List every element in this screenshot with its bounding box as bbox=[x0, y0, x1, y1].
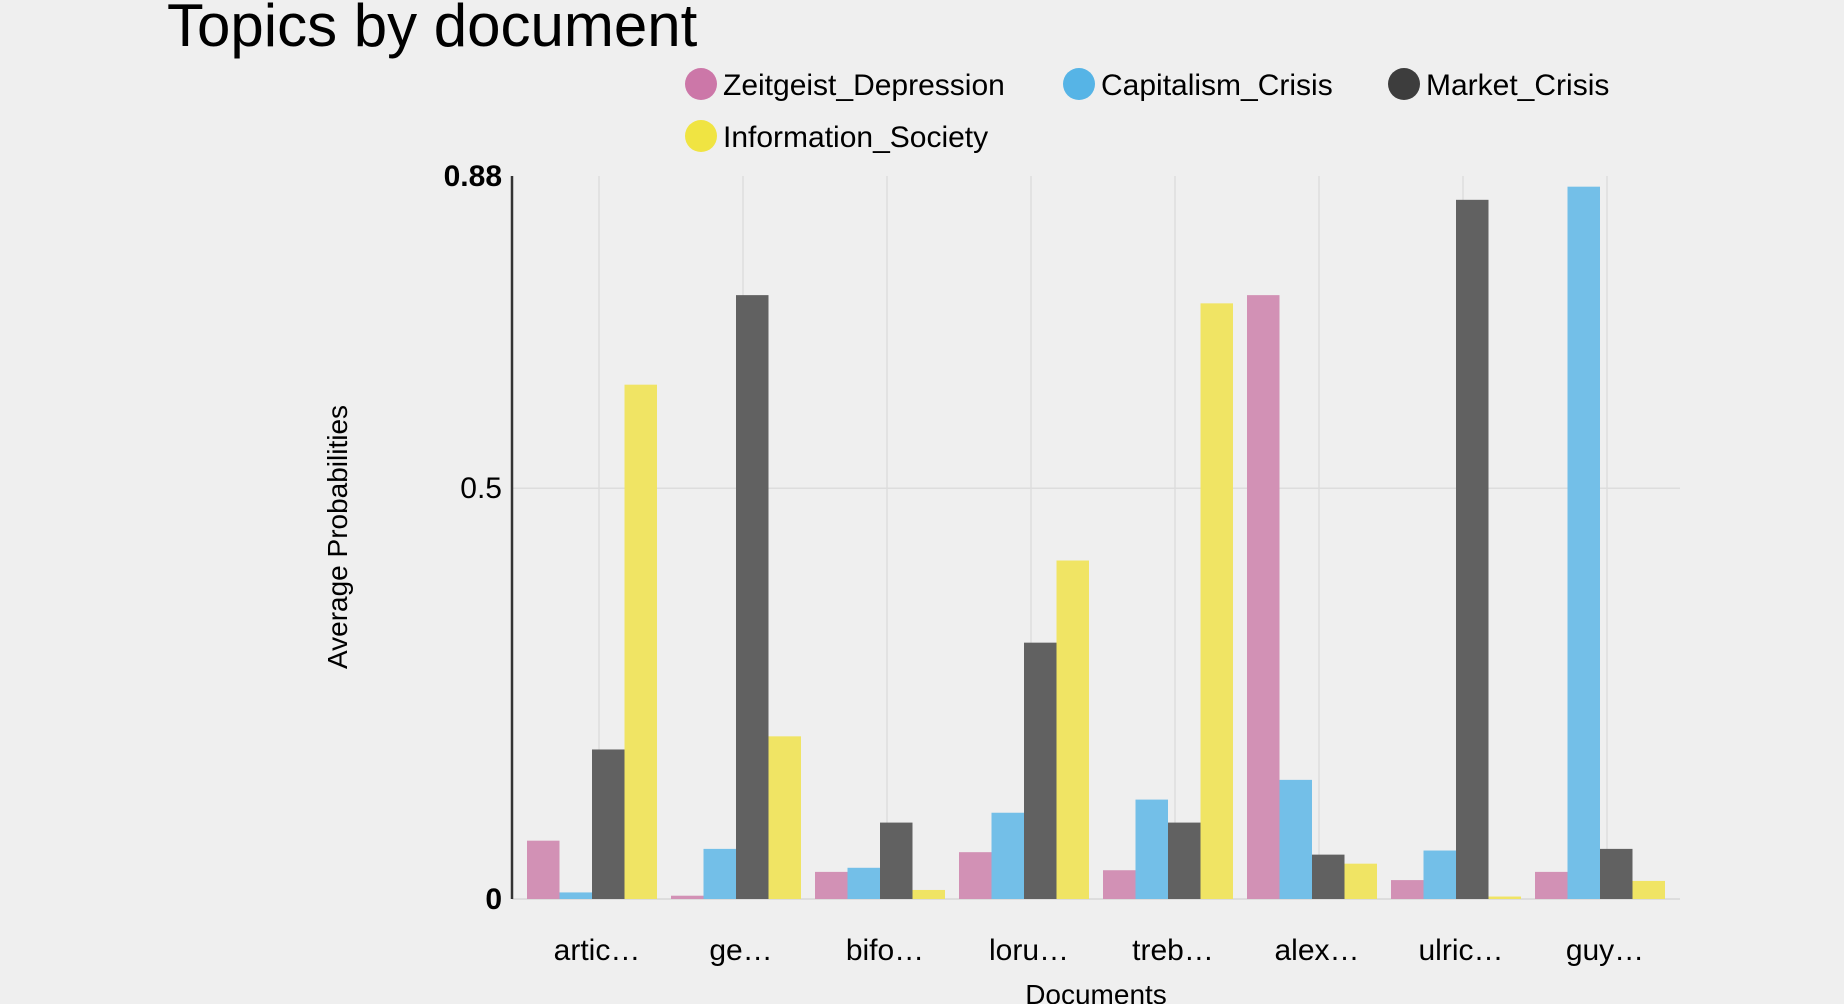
x-tick-label: loru… bbox=[989, 934, 1069, 967]
x-tick-label: ulric… bbox=[1418, 934, 1503, 967]
bar bbox=[1535, 871, 1568, 899]
grid bbox=[512, 176, 1680, 900]
y-tick-label: 0.5 bbox=[460, 472, 502, 505]
x-tick-label: guy… bbox=[1566, 934, 1644, 967]
bar bbox=[559, 892, 592, 899]
bar bbox=[671, 895, 704, 899]
legend-marker bbox=[685, 120, 717, 152]
bar bbox=[1279, 779, 1312, 899]
bar bbox=[847, 867, 880, 899]
bar bbox=[1344, 863, 1377, 899]
x-tick-label: ge… bbox=[709, 934, 772, 967]
bar bbox=[1391, 880, 1424, 899]
bar bbox=[880, 822, 913, 899]
bar bbox=[592, 749, 625, 899]
bar bbox=[959, 852, 992, 899]
bar bbox=[1168, 822, 1201, 899]
bar bbox=[1600, 848, 1633, 899]
bar bbox=[1456, 199, 1489, 899]
bar bbox=[527, 840, 560, 899]
x-tick-label: treb… bbox=[1132, 934, 1214, 967]
x-tick-label: bifo… bbox=[846, 934, 924, 967]
y-axis-title: Average Probabilities bbox=[322, 405, 353, 669]
bar bbox=[703, 848, 736, 899]
labels: 0 0.5 0.88 artic… ge… bifo… loru… treb… alex… ulr… bbox=[322, 160, 1644, 1004]
bars bbox=[527, 186, 1665, 900]
bar bbox=[1632, 880, 1665, 899]
bar bbox=[912, 889, 945, 899]
bar bbox=[624, 384, 657, 899]
bar bbox=[768, 736, 801, 899]
legend-label: Information_Society bbox=[723, 121, 988, 154]
chart-title: Topics by document bbox=[167, 0, 698, 59]
bar bbox=[991, 812, 1024, 899]
x-axis-title: Documents bbox=[1025, 979, 1167, 1004]
legend-label: Zeitgeist_Depression bbox=[723, 69, 1005, 102]
legend: Zeitgeist_Depression Capitalism_Crisis Mar… bbox=[685, 68, 1609, 154]
bar bbox=[1024, 642, 1057, 899]
bar bbox=[1488, 896, 1521, 899]
x-tick-label: artic… bbox=[554, 934, 641, 967]
bar bbox=[815, 871, 848, 899]
bar bbox=[1103, 870, 1136, 899]
legend-marker bbox=[685, 68, 717, 100]
bar bbox=[1247, 295, 1280, 899]
bar bbox=[1135, 799, 1168, 899]
legend-marker bbox=[1388, 68, 1420, 100]
legend-marker bbox=[1063, 68, 1095, 100]
legend-label: Capitalism_Crisis bbox=[1101, 69, 1333, 102]
bar bbox=[1567, 186, 1600, 899]
bar bbox=[1200, 303, 1233, 900]
y-tick-label: 0 bbox=[485, 883, 502, 916]
bar bbox=[1056, 560, 1089, 899]
bar bbox=[1423, 850, 1456, 899]
bar bbox=[1312, 854, 1345, 899]
x-tick-label: alex… bbox=[1274, 934, 1359, 967]
bar bbox=[736, 295, 769, 899]
y-tick-label: 0.88 bbox=[444, 160, 502, 193]
legend-label: Market_Crisis bbox=[1426, 69, 1609, 102]
